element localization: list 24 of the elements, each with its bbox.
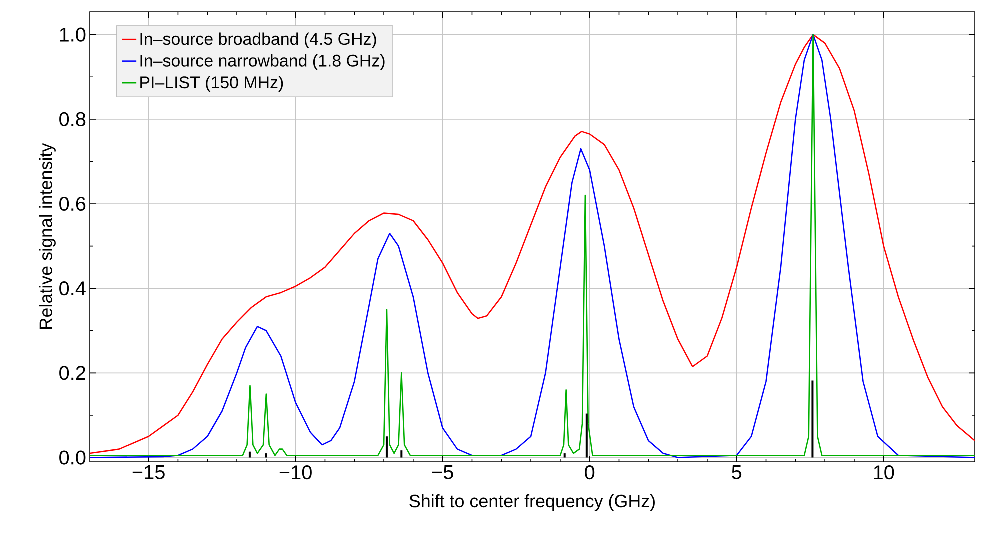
y-tick-label: 0.8 xyxy=(60,112,86,126)
x-tick-label: 5 xyxy=(732,466,742,480)
x-axis-title: Shift to center frequency (GHz) xyxy=(410,494,655,512)
bar xyxy=(564,454,566,458)
y-tick-label: 1.0 xyxy=(60,28,86,42)
bar xyxy=(586,414,588,458)
bar xyxy=(265,454,268,458)
bar xyxy=(386,436,388,458)
x-tick-label: −15 xyxy=(132,466,165,480)
legend-label: In–source broadband (4.5 GHz) xyxy=(140,32,376,48)
y-tick-label: 0.6 xyxy=(60,196,86,212)
bar xyxy=(400,450,403,458)
y-tick-label: 0.4 xyxy=(60,282,86,296)
x-tick-label: 10 xyxy=(874,466,894,480)
legend-label: In–source narrowband (1.8 GHz) xyxy=(140,54,385,70)
bar xyxy=(248,452,251,458)
bar xyxy=(812,380,814,458)
legend-label: PI–LIST (150 MHz) xyxy=(140,76,284,92)
x-tick-label: 0 xyxy=(585,466,595,480)
y-tick-label: 0.0 xyxy=(60,450,86,465)
y-tick-label: 0.2 xyxy=(60,366,86,380)
x-tick-label: −5 xyxy=(432,466,454,480)
y-axis-title: Relative signal intensity xyxy=(39,143,56,330)
x-tick-label: −10 xyxy=(280,466,312,480)
